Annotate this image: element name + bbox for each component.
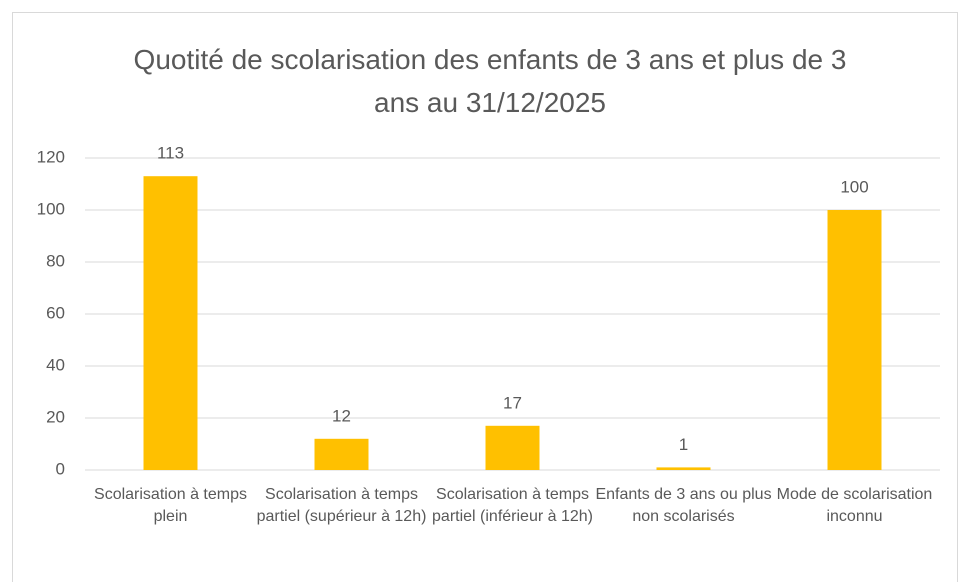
chart-title: Quotité de scolarisation des enfants de … <box>133 44 847 118</box>
x-tick-label: Scolarisation à temps partiel (inférieur… <box>432 486 593 525</box>
y-tick-label: 120 <box>37 147 65 166</box>
y-tick-label: 100 <box>37 199 65 218</box>
data-label: 113 <box>157 144 184 163</box>
bar <box>656 467 711 470</box>
x-tick-label-box: Scolarisation à temps partiel (supérieur… <box>256 486 427 525</box>
chart-title-box: Quotité de scolarisation des enfants de … <box>133 44 847 118</box>
x-tick-label-box: Mode de scolarisation inconnu <box>776 486 933 525</box>
bar <box>485 425 540 470</box>
x-tick-label: Scolarisation à temps plein <box>94 486 247 525</box>
x-tick-label-box: Scolarisation à temps partiel (inférieur… <box>432 486 593 525</box>
x-tick-label: Enfants de 3 ans ou plus non scolarisés <box>595 486 772 525</box>
x-tick-label-box: Scolarisation à temps plein <box>94 486 247 525</box>
y-tick-label: 40 <box>46 355 65 374</box>
x-tick-label: Mode de scolarisation inconnu <box>776 486 933 525</box>
data-label: 100 <box>840 177 868 196</box>
bar <box>314 438 369 470</box>
bar <box>827 210 882 470</box>
y-tick-label: 60 <box>46 303 65 322</box>
x-tick-label: Scolarisation à temps partiel (supérieur… <box>256 486 427 525</box>
x-tick-label-box: Enfants de 3 ans ou plus non scolarisés <box>595 486 772 525</box>
bar <box>143 176 198 470</box>
y-tick-label: 20 <box>46 407 65 426</box>
y-tick-label: 0 <box>56 459 65 478</box>
data-label: 12 <box>332 406 351 425</box>
y-tick-label: 80 <box>46 251 65 270</box>
data-label: 17 <box>503 393 522 412</box>
data-label: 1 <box>679 435 688 454</box>
